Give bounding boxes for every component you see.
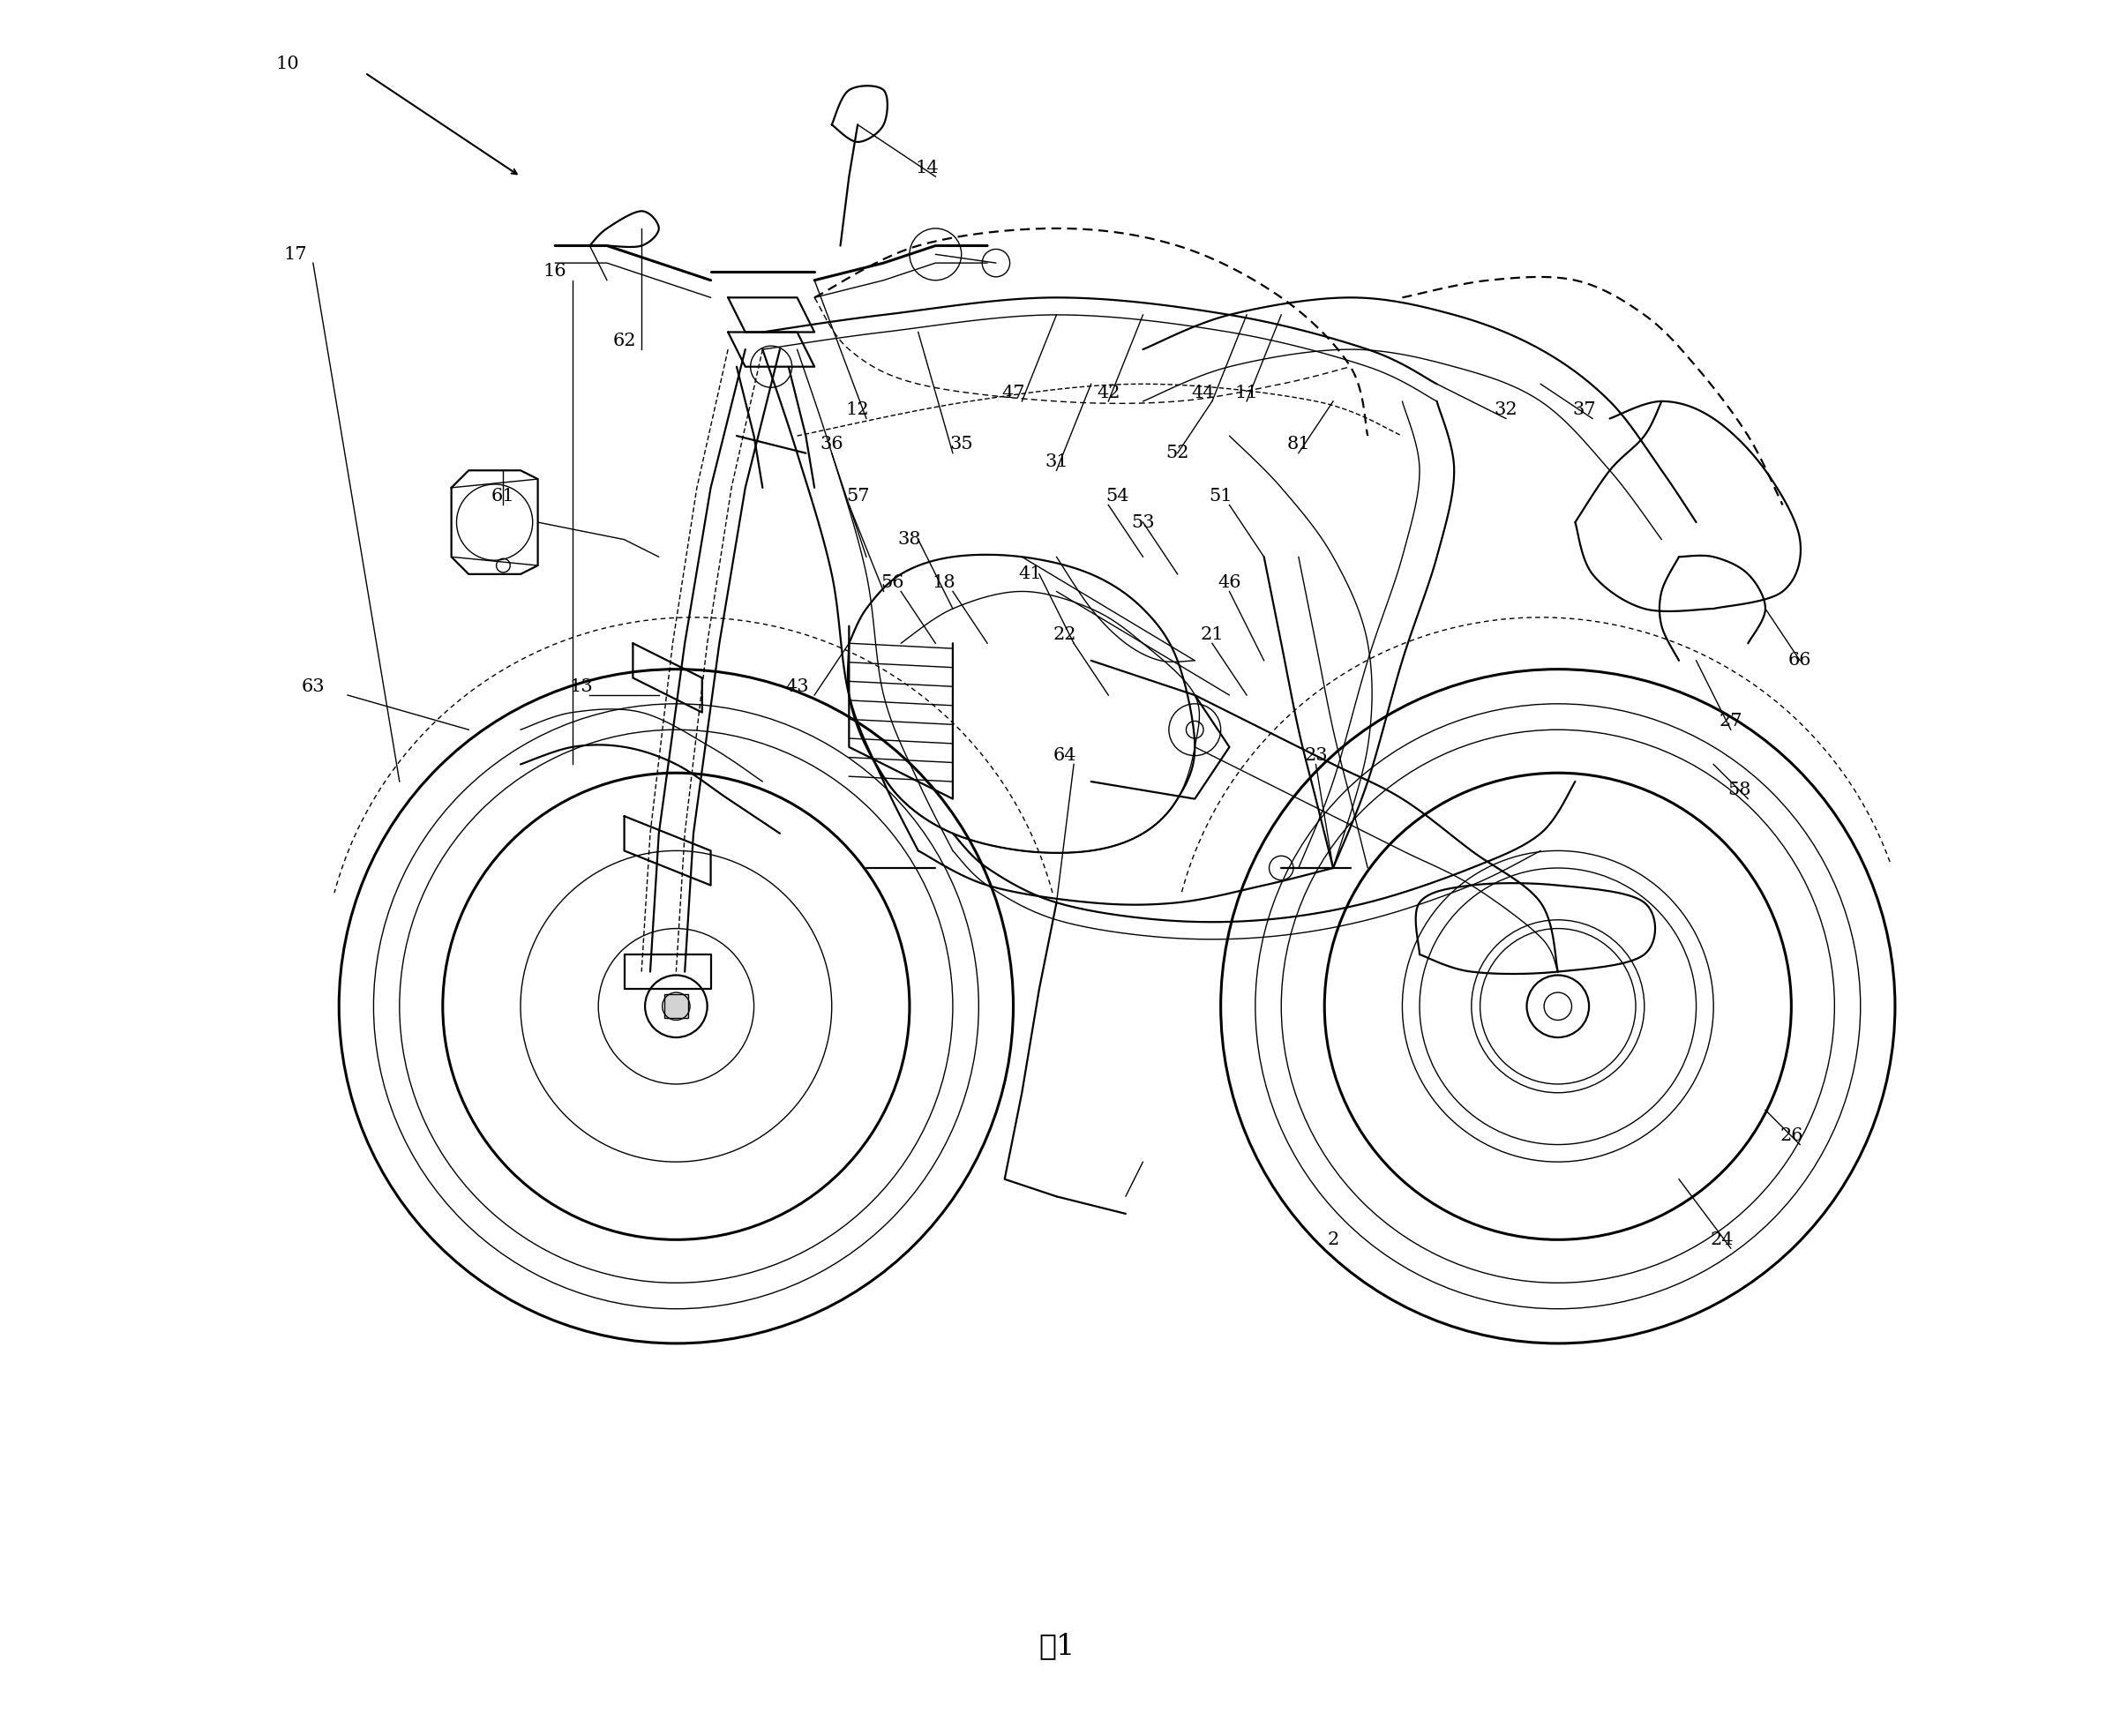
Text: 63: 63 xyxy=(302,679,325,694)
Text: 53: 53 xyxy=(1130,514,1154,531)
Text: 46: 46 xyxy=(1217,575,1240,592)
Text: 31: 31 xyxy=(1044,453,1069,470)
Text: 图1: 图1 xyxy=(1037,1632,1076,1660)
Text: 32: 32 xyxy=(1494,401,1517,418)
Text: 10: 10 xyxy=(275,56,298,73)
Text: 35: 35 xyxy=(949,436,974,453)
Text: 47: 47 xyxy=(1002,384,1025,401)
Text: 81: 81 xyxy=(1287,436,1310,453)
Text: 13: 13 xyxy=(568,679,594,694)
Text: 61: 61 xyxy=(492,488,516,505)
Text: 16: 16 xyxy=(543,264,566,279)
Text: 27: 27 xyxy=(1720,713,1743,729)
Text: 38: 38 xyxy=(898,531,921,549)
Text: 57: 57 xyxy=(845,488,868,505)
Text: 42: 42 xyxy=(1097,384,1120,401)
Text: 58: 58 xyxy=(1728,781,1752,799)
Text: 54: 54 xyxy=(1105,488,1128,505)
Text: 62: 62 xyxy=(613,332,636,349)
Text: 17: 17 xyxy=(283,247,308,262)
Text: 2: 2 xyxy=(1327,1231,1340,1248)
Text: 36: 36 xyxy=(820,436,843,453)
Text: 43: 43 xyxy=(786,679,809,694)
Text: 37: 37 xyxy=(1572,401,1595,418)
Text: 12: 12 xyxy=(845,401,868,418)
Text: 66: 66 xyxy=(1788,653,1811,668)
Text: 18: 18 xyxy=(932,575,955,592)
Text: 24: 24 xyxy=(1709,1231,1735,1248)
Text: 44: 44 xyxy=(1192,384,1215,401)
Text: 51: 51 xyxy=(1209,488,1232,505)
Text: 52: 52 xyxy=(1166,444,1190,462)
Text: 26: 26 xyxy=(1779,1128,1802,1144)
Text: 21: 21 xyxy=(1200,627,1223,642)
Text: 56: 56 xyxy=(881,575,904,592)
Text: 22: 22 xyxy=(1054,627,1078,642)
Text: 14: 14 xyxy=(915,160,938,177)
Text: 64: 64 xyxy=(1054,746,1078,764)
Text: 41: 41 xyxy=(1018,566,1042,583)
Text: 23: 23 xyxy=(1304,746,1327,764)
Bar xyxy=(663,995,689,1019)
Text: 11: 11 xyxy=(1234,384,1259,401)
